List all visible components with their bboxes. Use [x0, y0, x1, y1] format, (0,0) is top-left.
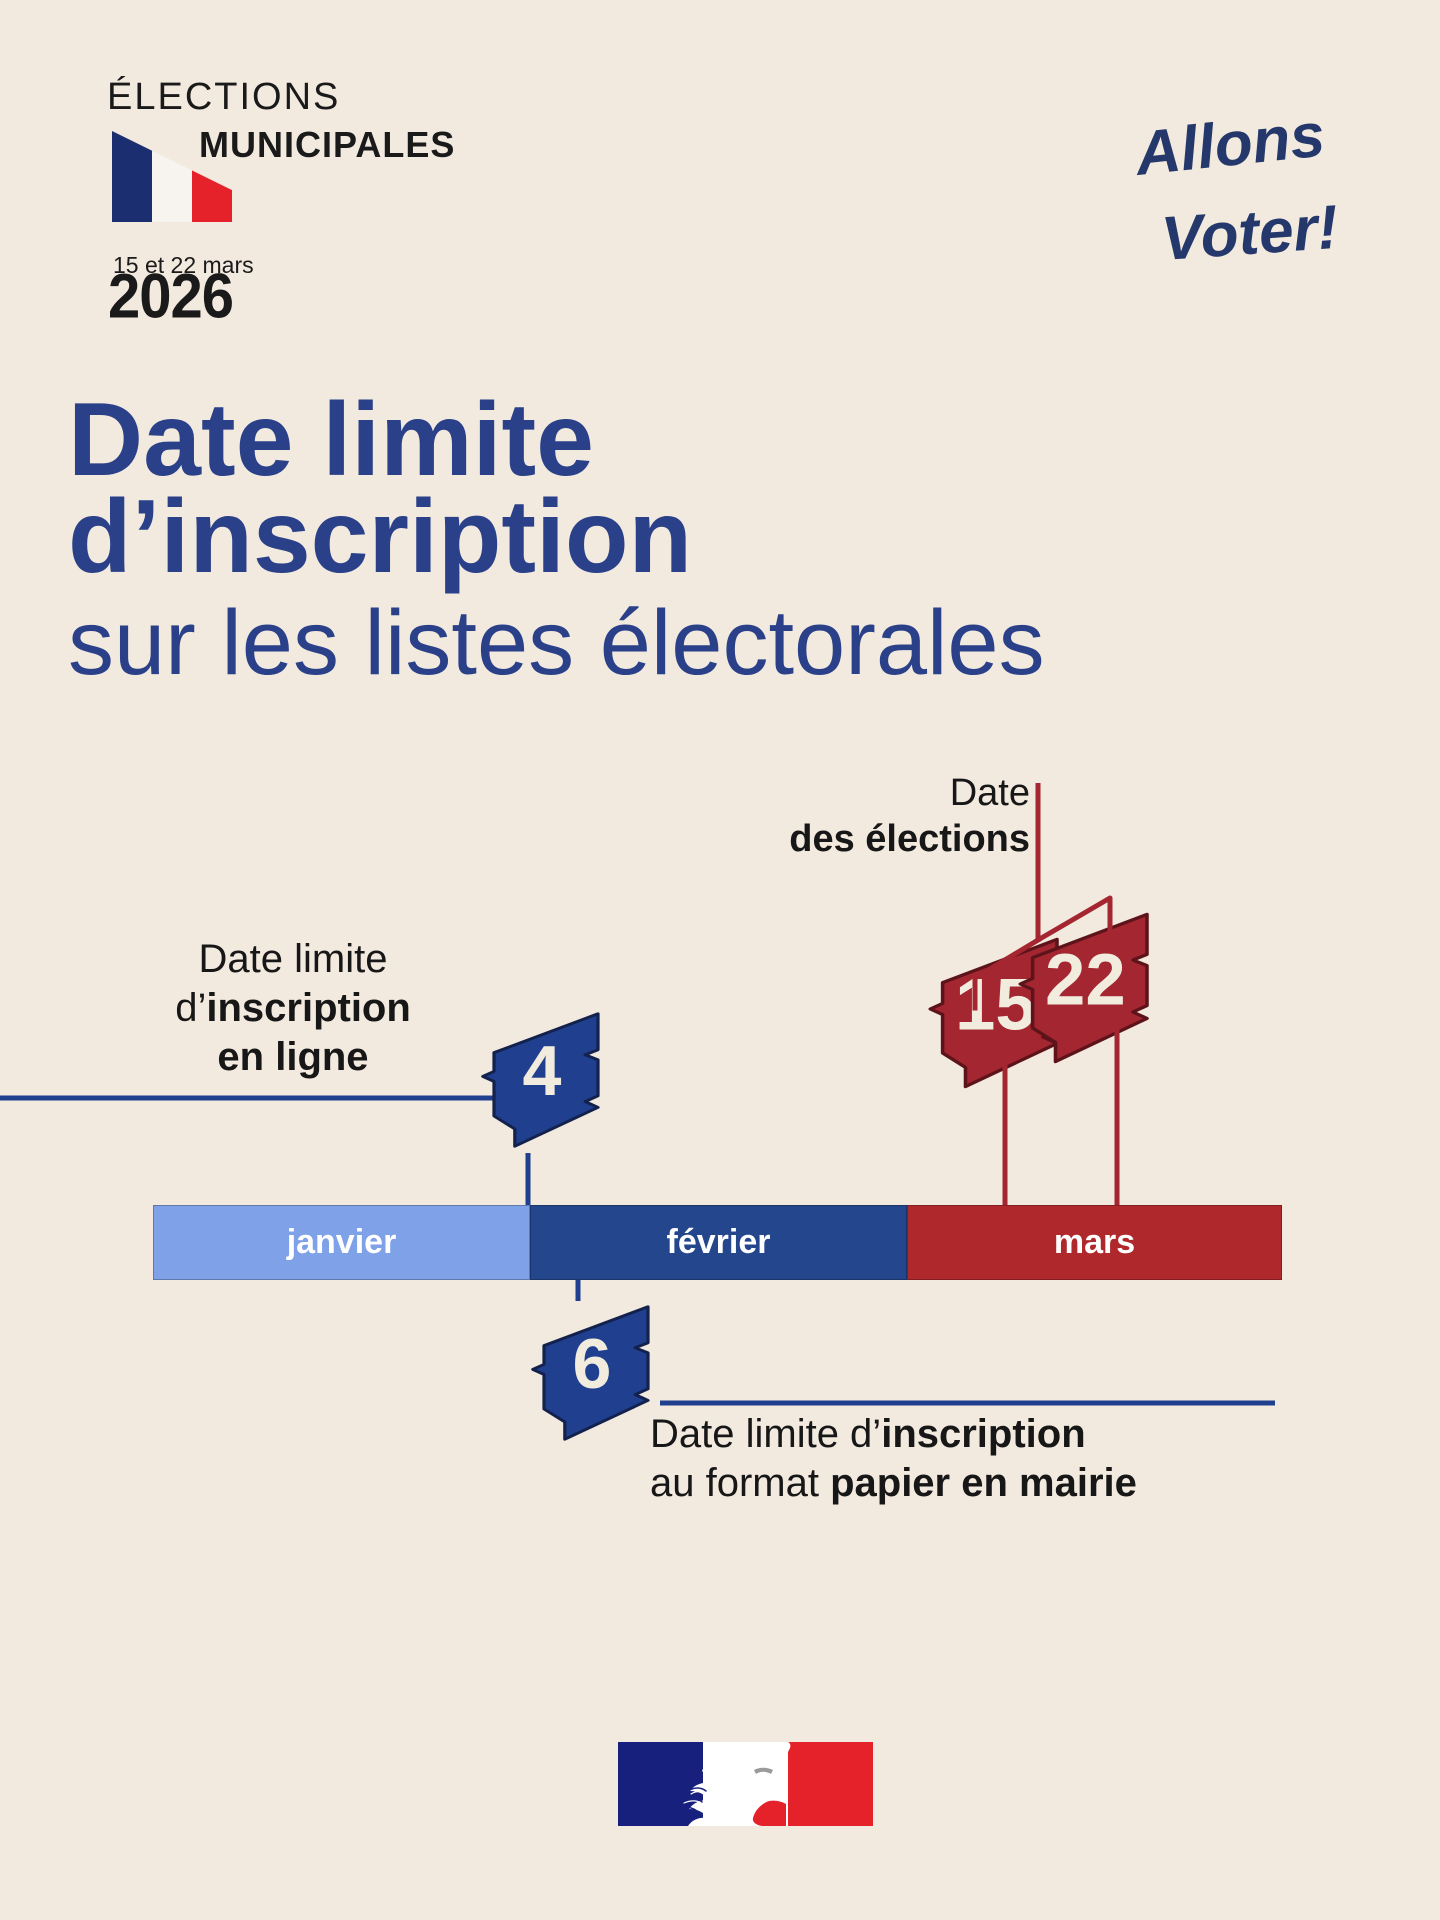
- svg-text:22: 22: [1045, 939, 1126, 1020]
- svg-text:15: 15: [955, 964, 1036, 1045]
- svg-text:Voter!: Voter!: [1159, 193, 1340, 274]
- svg-text:4: 4: [523, 1032, 562, 1110]
- svg-text:6: 6: [573, 1325, 612, 1403]
- svg-text:Allons: Allons: [1130, 100, 1328, 189]
